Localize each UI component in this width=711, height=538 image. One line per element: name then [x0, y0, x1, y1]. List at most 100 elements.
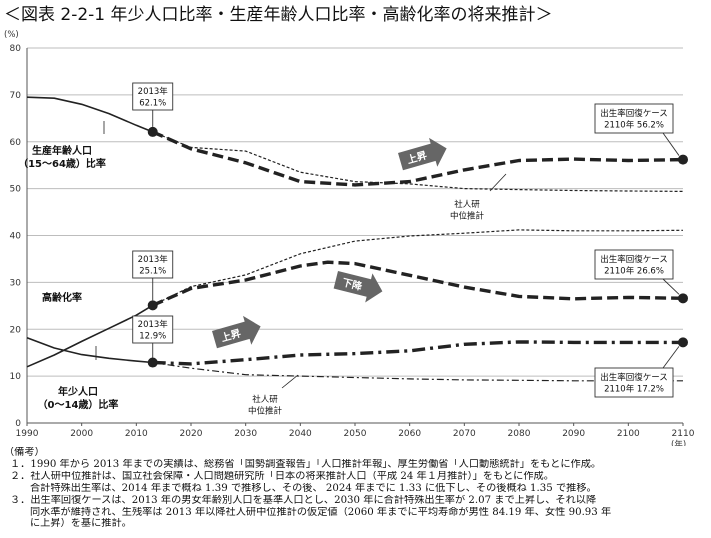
- trend-arrow-shape: [398, 137, 447, 171]
- trend-arrow-shape: [333, 271, 383, 303]
- label-leader-line: [489, 173, 507, 192]
- callout-2110-text-line: 出生率回復ケース: [600, 372, 668, 383]
- label-working-age-line: 生産年齢人口: [32, 144, 92, 157]
- callout-2013-text-line: 2013年: [138, 86, 169, 97]
- y-tick-label: 20: [10, 325, 22, 335]
- label-medium-estimate-line: 中位推計: [248, 406, 283, 417]
- note-line: ３．出生率回復ケースは、2013 年の男女年齢別人口を基準人口とし、2030 年…: [10, 494, 597, 506]
- point-markers: [147, 126, 688, 368]
- callout-2110-leader: [662, 346, 680, 369]
- series-lines: [26, 96, 684, 382]
- trend-arrow: 上昇: [212, 315, 261, 349]
- callout-2013-text-line: 2013年: [138, 319, 169, 330]
- callout-2013-box: [132, 250, 174, 279]
- y-tick-label: 80: [10, 44, 22, 54]
- label-medium-estimate-line: 社人研: [252, 394, 278, 405]
- label-medium-estimate-line: 中位推計: [450, 211, 485, 222]
- y-tick-label: 0: [15, 419, 21, 429]
- x-tick-label: 2040: [289, 429, 312, 439]
- callout-2013-box: [132, 315, 174, 344]
- x-axis-unit-label: (年): [671, 439, 686, 446]
- callout-2110-text: 出生率回復ケース 2110年 56.2%: [600, 108, 668, 131]
- label-youth-line: （0～14歳）比率: [38, 398, 119, 411]
- callout-2013-text: 2013年 25.1%: [138, 254, 169, 277]
- annotations: 生産年齢人口（15～64歳）比率高齢化率年少人口（0～14歳）比率社人研中位推計…: [18, 82, 680, 417]
- x-tick-label: 2080: [508, 429, 531, 439]
- label-medium-estimate-line: 社人研: [454, 199, 480, 210]
- callout-2110-leader: [662, 132, 680, 156]
- callout-2110-text: 出生率回復ケース 2110年 26.6%: [600, 254, 668, 277]
- x-tick-label: 2090: [562, 429, 585, 439]
- y-tick-label: 40: [10, 232, 22, 242]
- callout-2110-box: [594, 249, 674, 280]
- y-axis-unit-label: (%): [4, 30, 19, 40]
- callout-2110-text-line: 出生率回復ケース: [600, 254, 668, 265]
- x-tick-label: 1990: [16, 429, 39, 439]
- callout-2110-text-line: 出生率回復ケース: [600, 108, 668, 119]
- label-youth-line: 年少人口: [58, 385, 98, 398]
- x-tick-label: 2030: [234, 429, 257, 439]
- series-line: [152, 229, 684, 306]
- x-tick-label: 2070: [453, 429, 476, 439]
- label-youth: 年少人口（0～14歳）比率: [38, 385, 119, 411]
- label-working-age-line: （15～64歳）比率: [18, 157, 106, 170]
- callout-2013-text: 2013年 12.9%: [138, 319, 169, 342]
- callout-2110-text-line: 2110年 17.2%: [604, 384, 664, 395]
- trend-arrow: 下降: [333, 271, 383, 303]
- callout-2013-text-line: 62.1%: [139, 99, 166, 109]
- x-tick-label: 2020: [180, 429, 203, 439]
- callout-2013-text-line: 2013年: [138, 254, 169, 265]
- y-tick-label: 30: [10, 278, 22, 288]
- callout-2110-box: [594, 367, 674, 398]
- label-aging-rate: 高齢化率: [42, 291, 82, 304]
- callout-2110-leader: [662, 278, 680, 295]
- trend-arrow: 上昇: [398, 137, 447, 171]
- note-line: 同水準が維持され、生残率は 2013 年以降社人研中位推計の仮定値（2060 年…: [30, 506, 612, 518]
- trend-arrow-shape: [212, 315, 261, 349]
- y-tick-label: 60: [10, 138, 22, 148]
- data-point-marker: [147, 300, 158, 311]
- chart-notes: （備考） １．1990 年から 2013 年までの実績は、総務省「国勢調査報告」…: [0, 447, 711, 530]
- gridlines: [27, 47, 683, 424]
- series-line: [152, 361, 683, 382]
- note-line: ２．社人研中位推計は、国立社会保障・人口問題研究所「日本の将来推計人口（平成 2…: [10, 470, 554, 482]
- series-line: [152, 131, 684, 192]
- note-line: 合計特殊出生率は、2014 年まで概ね 1.39 で推移し、その後、 2024 …: [30, 482, 597, 494]
- series-line: [26, 304, 154, 368]
- x-tick-label: 2100: [617, 429, 640, 439]
- callout-2110-box: [594, 103, 674, 134]
- y-tick-label: 50: [10, 185, 22, 195]
- note-line: に上昇）を基に推計。: [30, 518, 132, 530]
- callout-2013-text: 2013年 62.1%: [138, 86, 169, 109]
- callout-2110-text-line: 2110年 26.6%: [604, 266, 664, 277]
- series-line: [152, 340, 683, 366]
- y-tick-label: 10: [10, 372, 22, 382]
- label-aging-rate-line: 高齢化率: [42, 291, 82, 304]
- callout-2110-text: 出生率回復ケース 2110年 17.2%: [600, 372, 668, 395]
- x-tick-label: 2010: [125, 429, 148, 439]
- y-tick-label: 70: [10, 91, 22, 101]
- callout-2110-text-line: 2110年 56.2%: [604, 120, 664, 131]
- callout-2013-text-line: 12.9%: [139, 332, 166, 342]
- data-point-marker: [678, 154, 688, 165]
- data-point-marker: [678, 337, 688, 348]
- x-tick-label: 2110: [672, 429, 695, 439]
- label-working-age: 生産年齢人口（15～64歳）比率: [18, 144, 106, 170]
- label-medium-estimate: 社人研中位推計: [248, 394, 283, 417]
- data-point-marker: [147, 126, 158, 137]
- data-point-marker: [147, 357, 158, 368]
- label-medium-estimate: 社人研中位推計: [450, 199, 485, 222]
- notes-header: （備考）: [4, 447, 45, 458]
- data-point-marker: [678, 293, 688, 304]
- page-title: ＜図表 2-2-1 年少人口比率・生産年齢人口比率・高齢化率の将来推計＞: [4, 5, 553, 25]
- x-tick-label: 2000: [70, 429, 93, 439]
- series-line: [26, 96, 153, 133]
- series-line: [26, 336, 153, 364]
- label-leader-line: [281, 374, 299, 389]
- note-line: １．1990 年から 2013 年までの実績は、総務省「国勢調査報告」「人口推計…: [10, 458, 602, 470]
- x-tick-label: 2060: [398, 429, 421, 439]
- series-line: [152, 260, 684, 307]
- callout-2013-text-line: 25.1%: [139, 267, 166, 277]
